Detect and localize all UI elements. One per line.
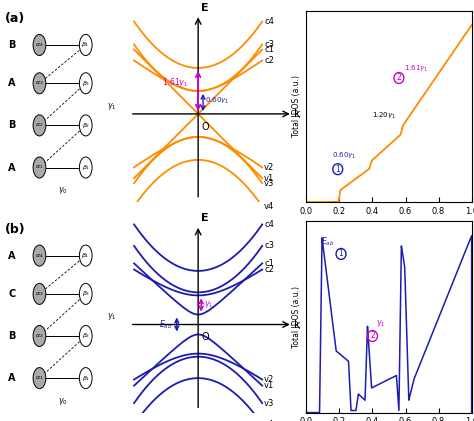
Text: $\alpha_4$: $\alpha_4$ (35, 252, 44, 259)
Text: 1: 1 (338, 250, 344, 258)
Text: v3: v3 (264, 179, 274, 188)
Text: v1: v1 (264, 381, 274, 390)
Text: $\alpha_2$: $\alpha_2$ (35, 332, 44, 340)
Circle shape (79, 283, 92, 304)
Text: B: B (8, 120, 16, 131)
Y-axis label: Total JDOS (a.u.): Total JDOS (a.u.) (292, 286, 301, 348)
Circle shape (33, 368, 46, 389)
Text: $\beta_3$: $\beta_3$ (82, 79, 90, 88)
Text: v4: v4 (264, 202, 274, 211)
Text: B: B (8, 331, 16, 341)
Circle shape (33, 35, 46, 56)
Text: k: k (294, 320, 301, 330)
Text: $\alpha_4$: $\alpha_4$ (35, 41, 44, 49)
Text: $\alpha_3$: $\alpha_3$ (35, 79, 44, 87)
Text: $\beta_4$: $\beta_4$ (82, 40, 90, 50)
Text: (a): (a) (5, 13, 25, 25)
Text: $\beta_1$: $\beta_1$ (82, 373, 90, 383)
Text: c1: c1 (264, 259, 274, 268)
Circle shape (33, 115, 46, 136)
Text: c3: c3 (264, 40, 274, 49)
Text: c2: c2 (264, 56, 274, 65)
Text: $\alpha_2$: $\alpha_2$ (35, 121, 44, 129)
Text: $\beta_2$: $\beta_2$ (82, 121, 90, 130)
Circle shape (33, 245, 46, 266)
Circle shape (33, 157, 46, 178)
Text: $\alpha_3$: $\alpha_3$ (35, 290, 44, 298)
Text: E: E (201, 213, 208, 224)
X-axis label: Energy (eV): Energy (eV) (362, 221, 416, 230)
Text: $E_{ab}$: $E_{ab}$ (321, 236, 335, 248)
Circle shape (33, 283, 46, 304)
Text: A: A (8, 78, 16, 88)
Text: $\beta_2$: $\beta_2$ (82, 331, 90, 341)
Text: v1: v1 (264, 174, 274, 183)
Text: $\alpha_1$: $\alpha_1$ (35, 374, 44, 382)
Text: C: C (8, 289, 16, 299)
Text: $\beta_3$: $\beta_3$ (82, 289, 90, 298)
Text: 2: 2 (397, 74, 401, 83)
Text: $\gamma_1$: $\gamma_1$ (107, 312, 116, 322)
Text: $1.61\gamma_1$: $1.61\gamma_1$ (404, 64, 428, 74)
Text: O: O (201, 332, 209, 342)
Circle shape (79, 245, 92, 266)
Text: $\alpha_1$: $\alpha_1$ (35, 164, 44, 171)
Text: c2: c2 (264, 265, 274, 274)
Circle shape (79, 35, 92, 56)
Text: $\gamma_1$: $\gamma_1$ (204, 299, 214, 310)
Circle shape (33, 73, 46, 94)
Text: $0.60\gamma_1$: $0.60\gamma_1$ (205, 96, 230, 107)
Text: c1: c1 (264, 45, 274, 54)
Text: v3: v3 (264, 399, 274, 408)
Text: $1.20\gamma_1$: $1.20\gamma_1$ (373, 111, 396, 121)
Text: $\gamma_1$: $\gamma_1$ (376, 318, 385, 329)
Text: $\gamma_0$: $\gamma_0$ (58, 396, 67, 407)
Text: v2: v2 (264, 375, 274, 384)
Circle shape (79, 73, 92, 94)
Text: (b): (b) (5, 223, 26, 236)
Text: A: A (8, 250, 16, 261)
Text: 2: 2 (370, 331, 375, 341)
Text: $\gamma_0$: $\gamma_0$ (58, 185, 67, 196)
Text: c4: c4 (264, 220, 274, 229)
Circle shape (79, 157, 92, 178)
Text: $1.61\gamma_1$: $1.61\gamma_1$ (162, 76, 188, 89)
Text: B: B (8, 40, 16, 50)
Circle shape (79, 115, 92, 136)
Text: 1: 1 (336, 165, 340, 173)
Circle shape (79, 368, 92, 389)
Text: E: E (201, 3, 208, 13)
Text: A: A (8, 163, 16, 173)
Text: v2: v2 (264, 163, 274, 172)
Text: k: k (294, 109, 301, 119)
Text: v4: v4 (264, 420, 274, 421)
Text: c3: c3 (264, 241, 274, 250)
Text: O: O (201, 122, 209, 132)
Y-axis label: Total JDOS (a.u.): Total JDOS (a.u.) (292, 75, 301, 137)
Text: c4: c4 (264, 17, 274, 26)
Circle shape (33, 325, 46, 346)
Circle shape (79, 325, 92, 346)
Text: $\beta_4$: $\beta_4$ (82, 251, 90, 260)
Text: A: A (8, 373, 16, 383)
Text: $0.60\gamma_1$: $0.60\gamma_1$ (332, 151, 356, 161)
Text: $\beta_1$: $\beta_1$ (82, 163, 90, 172)
Text: $E_{ab}$: $E_{ab}$ (159, 318, 172, 331)
Text: $\gamma_1$: $\gamma_1$ (107, 101, 116, 112)
